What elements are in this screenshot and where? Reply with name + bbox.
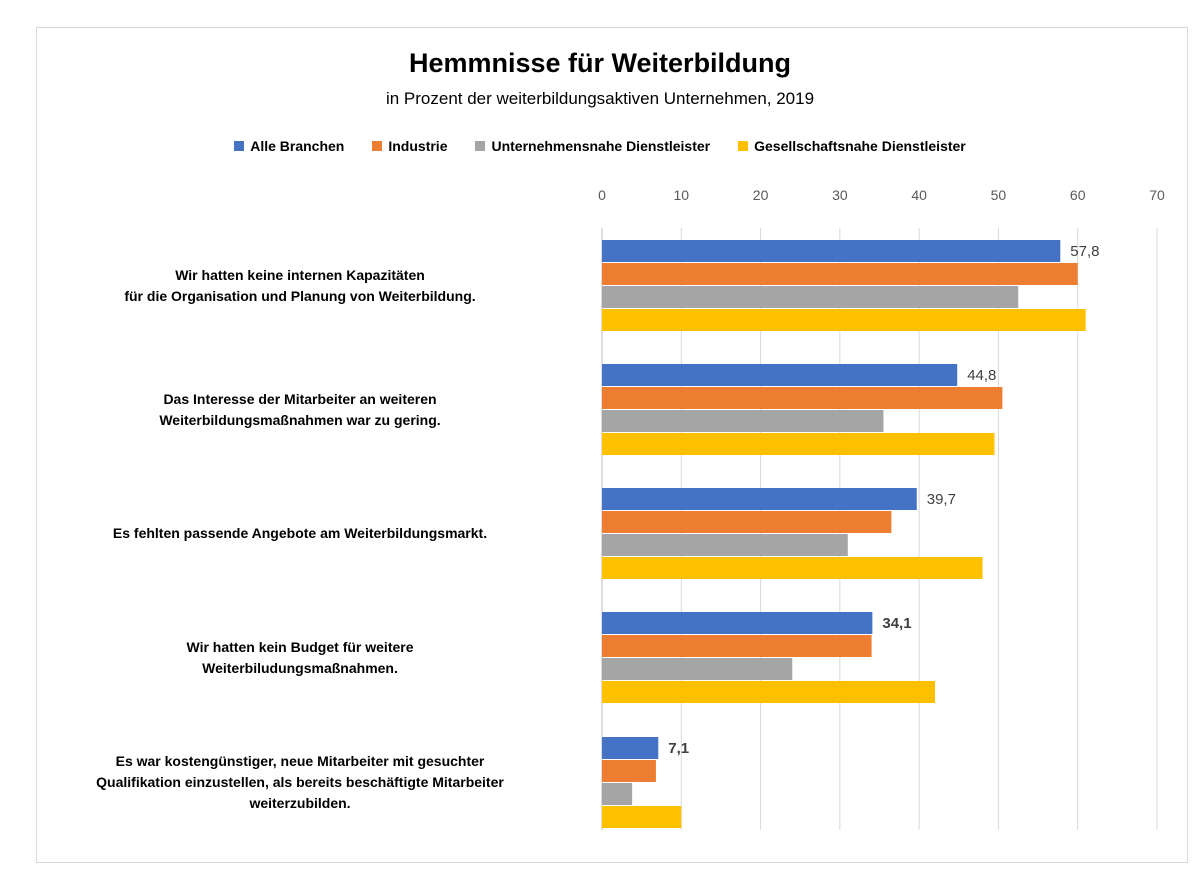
legend-label: Alle Branchen [250, 138, 345, 154]
bar [602, 511, 892, 533]
chart-title: Hemmnisse für Weiterbildung [408, 48, 792, 78]
bar [602, 635, 872, 657]
x-tick-label: 60 [1070, 187, 1086, 203]
bar [602, 783, 633, 805]
x-tick-label: 10 [673, 187, 689, 203]
bar [602, 681, 935, 703]
category-label-line: Es war kostengünstiger, neue Mitarbeiter… [115, 753, 485, 769]
bar [602, 737, 659, 759]
x-tick-label: 30 [832, 187, 848, 203]
bar [602, 488, 917, 510]
legend-item: Gesellschaftsnahe Dienstleister [738, 138, 966, 154]
bar [602, 286, 1019, 308]
category-label-line: weiterzubilden. [249, 795, 351, 811]
legend-swatch [475, 141, 486, 151]
bar [602, 364, 958, 386]
legend-swatch [234, 141, 245, 151]
bar [602, 387, 1003, 409]
data-labels: 57,8 44,8 39,7 34,1 7,1 [668, 243, 1099, 757]
category-label-line: Weiterbildungsmaßnahmen war zu gering. [159, 411, 441, 428]
category-label-line: Qualifikation einzustellen, als bereits … [96, 774, 504, 790]
x-axis-ticks: 0 10 20 30 40 50 60 70 [598, 187, 1165, 203]
bar [602, 612, 873, 634]
legend-label: Unternehmensnahe Dienstleister [491, 138, 711, 154]
x-tick-label: 0 [598, 187, 606, 203]
category-label-line: für die Organisation und Planung von Wei… [124, 287, 476, 304]
category-label-line: Weiterbiludungsmaßnahmen. [202, 659, 398, 676]
legend-swatch [738, 141, 749, 151]
x-tick-label: 20 [753, 187, 769, 203]
x-tick-label: 70 [1149, 187, 1165, 203]
category-label-line: Wir hatten kein Budget für weitere [186, 638, 414, 655]
bar [602, 534, 848, 556]
bar [602, 658, 793, 680]
legend-swatch [372, 141, 383, 151]
category-label-line: Das Interesse der Mitarbeiter an weitere… [163, 390, 437, 407]
chart-subtitle: in Prozent der weiterbildungsaktiven Unt… [385, 89, 815, 108]
x-tick-label: 40 [911, 187, 927, 203]
category-label: Es war kostengünstiger, neue Mitarbeiter… [20, 751, 580, 814]
bar [602, 263, 1078, 285]
x-tick-label: 50 [991, 187, 1007, 203]
bar [602, 410, 884, 432]
legend-item: Unternehmensnahe Dienstleister [475, 138, 710, 154]
category-label: Das Interesse der Mitarbeiter an weitere… [20, 389, 580, 431]
category-label: Wir hatten kein Budget für weitere Weiter… [20, 637, 580, 679]
bars [602, 240, 1086, 828]
data-label: 44,8 [967, 367, 996, 384]
category-label-line: Wir hatten keine internen Kapazitäten [175, 266, 425, 283]
bar [602, 760, 656, 782]
data-label: 34,1 [882, 615, 911, 632]
data-label: 7,1 [668, 740, 689, 757]
category-label-line: Es fehlten passende Angebote am Weiterbi… [112, 525, 488, 541]
legend-item: Alle Branchen [234, 138, 344, 154]
bar [602, 433, 995, 455]
bar [602, 240, 1061, 262]
legend: Alle Branchen Industrie Unternehmensnahe D… [0, 138, 1200, 154]
bar [602, 309, 1086, 331]
legend-label: Industrie [388, 138, 448, 154]
bar [602, 557, 983, 579]
bar [602, 806, 682, 828]
data-label: 57,8 [1070, 243, 1099, 260]
category-label: Wir hatten keine internen Kapazitäten für… [20, 265, 580, 307]
legend-item: Industrie [372, 138, 447, 154]
legend-label: Gesellschaftsnahe Dienstleister [754, 138, 966, 154]
data-label: 39,7 [927, 491, 956, 508]
category-label: Es fehlten passende Angebote am Weiterbi… [20, 523, 580, 544]
